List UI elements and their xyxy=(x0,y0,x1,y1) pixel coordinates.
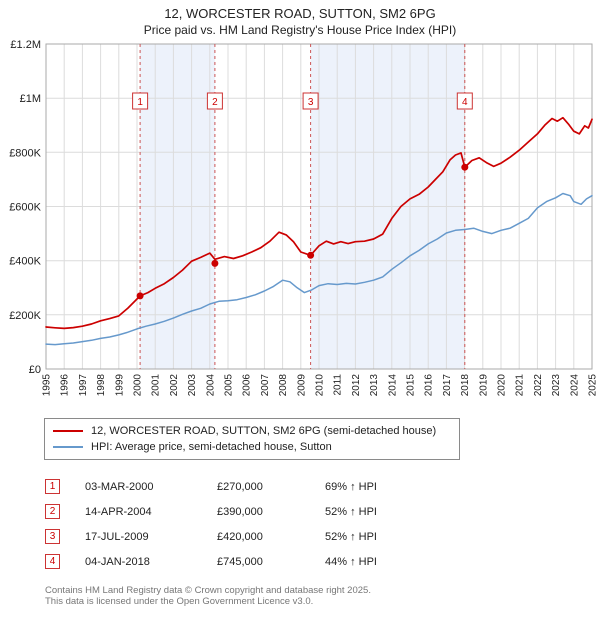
legend-label-hpi: HPI: Average price, semi-detached house,… xyxy=(91,441,332,453)
sale-marker-number: 4 xyxy=(462,97,468,108)
x-axis-label: 2012 xyxy=(351,374,362,397)
x-axis-label: 2005 xyxy=(224,374,235,397)
x-axis-label: 2014 xyxy=(387,374,398,397)
footer: Contains HM Land Registry data © Crown c… xyxy=(45,585,600,607)
sale-number-badge: 1 xyxy=(45,479,60,494)
sale-point-marker xyxy=(461,163,469,171)
price-history-chart: 1 2 3 4 £0 £200K £400K £600K £800K £1M £1.2M 1995 19… xyxy=(9,39,599,397)
x-axis-label: 1996 xyxy=(60,374,71,397)
sale-marker-box xyxy=(456,92,473,110)
sale-marker-number: 1 xyxy=(137,97,143,108)
x-axis-label: 2002 xyxy=(169,374,180,397)
sale-row: 2 14-APR-2004 £390,000 52% ↑ HPI xyxy=(45,499,600,524)
sale-date: 03-MAR-2000 xyxy=(85,480,154,493)
page-subtitle: Price paid vs. HM Land Registry's House … xyxy=(143,23,457,37)
x-axis-label: 2018 xyxy=(460,374,471,397)
y-axis-label: £400K xyxy=(9,256,41,268)
legend-label-property: 12, WORCESTER ROAD, SUTTON, SM2 6PG (sem… xyxy=(91,425,437,437)
x-axis-label: 2003 xyxy=(187,374,198,397)
hpi-line xyxy=(45,192,593,346)
plot-border xyxy=(45,43,593,370)
sale-row: 3 17-JUL-2009 £420,000 52% ↑ HPI xyxy=(45,524,600,549)
sale-point-marker xyxy=(136,292,144,300)
x-axis-label: 2016 xyxy=(424,374,435,397)
sale-price: £270,000 xyxy=(217,480,263,493)
sale-marker-number: 2 xyxy=(212,97,218,108)
sale-date: 04-JAN-2018 xyxy=(85,555,150,568)
x-axis-label: 1995 xyxy=(42,374,53,397)
y-axis-label: £800K xyxy=(9,147,41,159)
sale-pct-vs-hpi: 44% ↑ HPI xyxy=(325,555,377,568)
y-axis-label: £200K xyxy=(9,310,41,322)
x-axis-label: 2004 xyxy=(205,374,216,397)
y-axis-label: £0 xyxy=(29,364,41,376)
x-axis-label: 2024 xyxy=(569,374,580,397)
property-price-line xyxy=(45,116,593,330)
x-axis-label: 2022 xyxy=(533,374,544,397)
x-axis-label: 2007 xyxy=(260,374,271,397)
page: 12, WORCESTER ROAD, SUTTON, SM2 6PG Pric… xyxy=(0,0,600,607)
x-axis-label: 2008 xyxy=(278,374,289,397)
sales-table: 1 03-MAR-2000 £270,000 69% ↑ HPI 2 14-APR-200… xyxy=(45,474,600,574)
sale-pct-vs-hpi: 52% ↑ HPI xyxy=(325,530,377,543)
hpi-line-swatch xyxy=(53,446,83,448)
x-axis-label: 2001 xyxy=(151,374,162,397)
property-line-swatch xyxy=(53,430,83,432)
footer-copyright: Contains HM Land Registry data © Crown c… xyxy=(45,585,371,596)
x-axis-label: 2006 xyxy=(242,374,253,397)
y-axis-label: £1.2M xyxy=(10,39,41,51)
sale-row: 4 04-JAN-2018 £745,000 44% ↑ HPI xyxy=(45,549,600,574)
x-axis-label: 2025 xyxy=(588,374,599,397)
sale-marker-box xyxy=(302,92,319,110)
sale-number-badge: 4 xyxy=(45,554,60,569)
x-axis-label: 2011 xyxy=(333,374,344,396)
x-axis-label: 2010 xyxy=(315,374,326,397)
footer-licence: This data is licensed under the Open Gov… xyxy=(45,596,314,607)
sale-pct-vs-hpi: 52% ↑ HPI xyxy=(325,505,377,518)
x-axis-label: 2017 xyxy=(442,374,453,397)
x-axis-label: 2023 xyxy=(551,374,562,397)
sale-date: 14-APR-2004 xyxy=(85,505,152,518)
x-axis-label: 1999 xyxy=(114,374,125,397)
x-axis-label: 2020 xyxy=(497,374,508,397)
x-axis-label: 2015 xyxy=(406,374,417,397)
x-axis-label: 2013 xyxy=(369,374,380,397)
sale-number-badge: 2 xyxy=(45,504,60,519)
sale-pct-vs-hpi: 69% ↑ HPI xyxy=(325,480,377,493)
x-axis-label: 2000 xyxy=(133,374,144,397)
chart-header: 12, WORCESTER ROAD, SUTTON, SM2 6PG Pric… xyxy=(0,0,600,37)
sale-point-marker xyxy=(211,259,219,267)
chart-legend: 12, WORCESTER ROAD, SUTTON, SM2 6PG (sem… xyxy=(44,418,460,460)
sale-price: £390,000 xyxy=(217,505,263,518)
sale-marker-box xyxy=(206,92,223,110)
legend-item-hpi: HPI: Average price, semi-detached house,… xyxy=(53,439,451,455)
y-axis-label: £1M xyxy=(20,93,41,105)
sale-point-marker xyxy=(307,251,315,259)
x-axis-label: 1997 xyxy=(78,374,89,397)
sale-marker-box xyxy=(132,92,149,110)
x-axis-label: 2019 xyxy=(478,374,489,397)
sale-number-badge: 3 xyxy=(45,529,60,544)
sale-date: 17-JUL-2009 xyxy=(85,530,149,543)
sale-price: £745,000 xyxy=(217,555,263,568)
x-axis-label: 2021 xyxy=(515,374,526,397)
sale-marker-number: 3 xyxy=(308,97,314,108)
sale-price: £420,000 xyxy=(217,530,263,543)
x-axis-label: 2009 xyxy=(296,374,307,397)
y-axis-label: £600K xyxy=(9,202,41,214)
x-axis-label: 1998 xyxy=(96,374,107,397)
page-title: 12, WORCESTER ROAD, SUTTON, SM2 6PG xyxy=(164,6,436,21)
legend-item-property: 12, WORCESTER ROAD, SUTTON, SM2 6PG (sem… xyxy=(53,423,451,439)
sale-row: 1 03-MAR-2000 £270,000 69% ↑ HPI xyxy=(45,474,600,499)
